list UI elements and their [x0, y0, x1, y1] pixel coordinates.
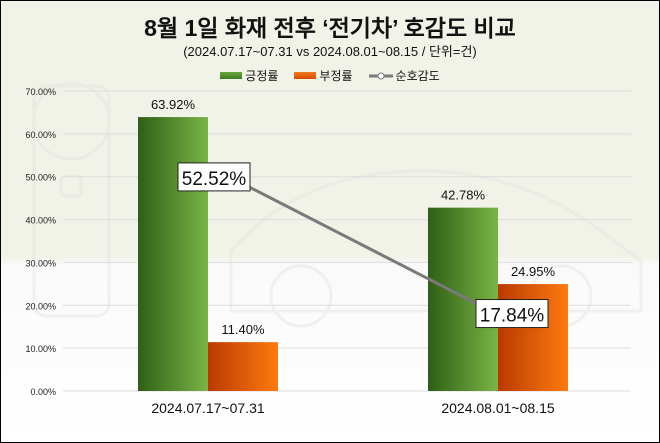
net-data-label: 52.52% — [182, 169, 247, 190]
data-label: 42.78% — [441, 188, 486, 203]
y-tick-label: 70.00% — [25, 87, 56, 97]
net-data-label: 17.84% — [480, 306, 545, 327]
legend-item-net: 순호감도 — [368, 67, 440, 84]
legend-item-positive: 긍정률 — [220, 67, 278, 84]
y-tick-label: 40.00% — [25, 216, 56, 226]
y-tick-label: 50.00% — [25, 173, 56, 183]
legend: 긍정률 부정률 순호감도 — [1, 67, 659, 84]
legend-line-marker — [368, 72, 393, 79]
chart-title: 8월 1일 화재 전후 ‘전기차’ 호감도 비교 — [144, 15, 516, 41]
net-line — [207, 164, 499, 316]
legend-swatch — [294, 72, 317, 79]
y-tick-label: 30.00% — [25, 258, 56, 268]
net-label-box — [177, 162, 251, 192]
y-tick-label: 60.00% — [25, 130, 56, 140]
y-tick-label: 20.00% — [25, 301, 56, 311]
legend-swatch — [220, 72, 243, 79]
net-label-box — [475, 299, 549, 329]
data-label: 11.40% — [221, 322, 265, 337]
data-label: 63.92% — [151, 97, 196, 112]
chart-subtitle: (2024.07.17~07.31 vs 2024.08.01~08.15 / … — [183, 44, 477, 59]
data-label: 24.95% — [511, 264, 556, 279]
x-tick-label: 2024.07.17~07.31 — [151, 400, 264, 416]
bar-negative — [208, 342, 278, 391]
x-tick-label: 2024.08.01~08.15 — [441, 400, 554, 416]
y-tick-label: 10.00% — [25, 344, 56, 354]
bar-positive — [138, 117, 208, 392]
y-tick-label: 0.00% — [30, 387, 56, 397]
legend-item-negative: 부정률 — [294, 67, 353, 84]
